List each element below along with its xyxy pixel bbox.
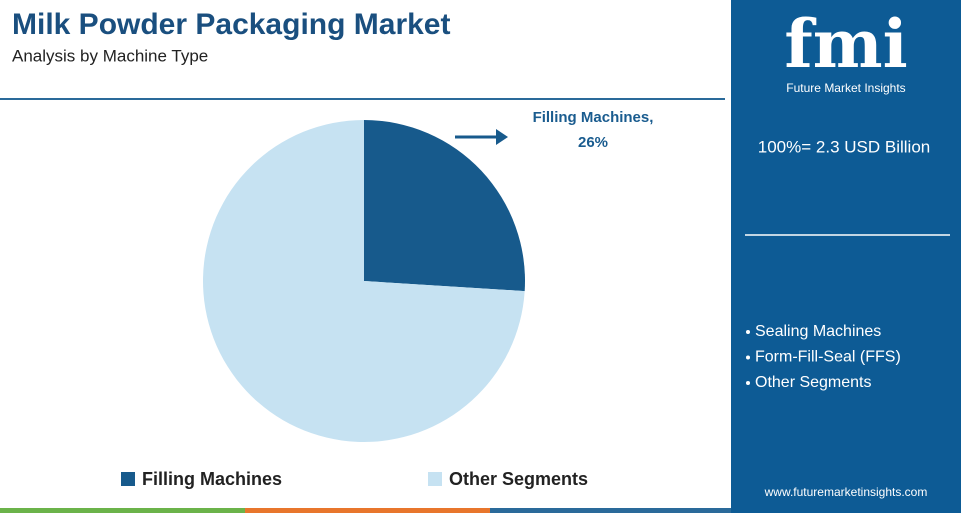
bullet (746, 355, 750, 360)
brand: Future Market Insights (786, 81, 905, 95)
legend-label: Filling Machines (142, 469, 282, 489)
bullet (746, 381, 750, 385)
segment-item: Sealing Machines (755, 323, 881, 340)
arrow-head (496, 129, 508, 145)
chart-title: Milk Powder Packaging Market (12, 8, 450, 41)
url: www.futuremarketinsights.com (764, 485, 928, 499)
bullet (746, 330, 750, 334)
segment-item: Other Segments (755, 374, 872, 391)
segment-item: Form-Fill-Seal (FFS) (755, 349, 901, 366)
footer-bar (245, 508, 490, 513)
pie-slice (364, 120, 525, 292)
side-panel (731, 0, 961, 513)
data-label: Filling Machines, 26% (533, 109, 654, 151)
market-total: 100%= 2.3 USD Billion (758, 137, 930, 156)
pie-slice (203, 120, 525, 442)
legend-label: Other Segments (449, 469, 588, 489)
footer-bar (490, 508, 731, 513)
logo: fmi (784, 5, 907, 83)
legend-swatch (428, 472, 442, 486)
legend-swatch (121, 472, 135, 486)
footer-bar (0, 508, 245, 513)
chart-subtitle: Analysis by Machine Type (12, 46, 208, 65)
